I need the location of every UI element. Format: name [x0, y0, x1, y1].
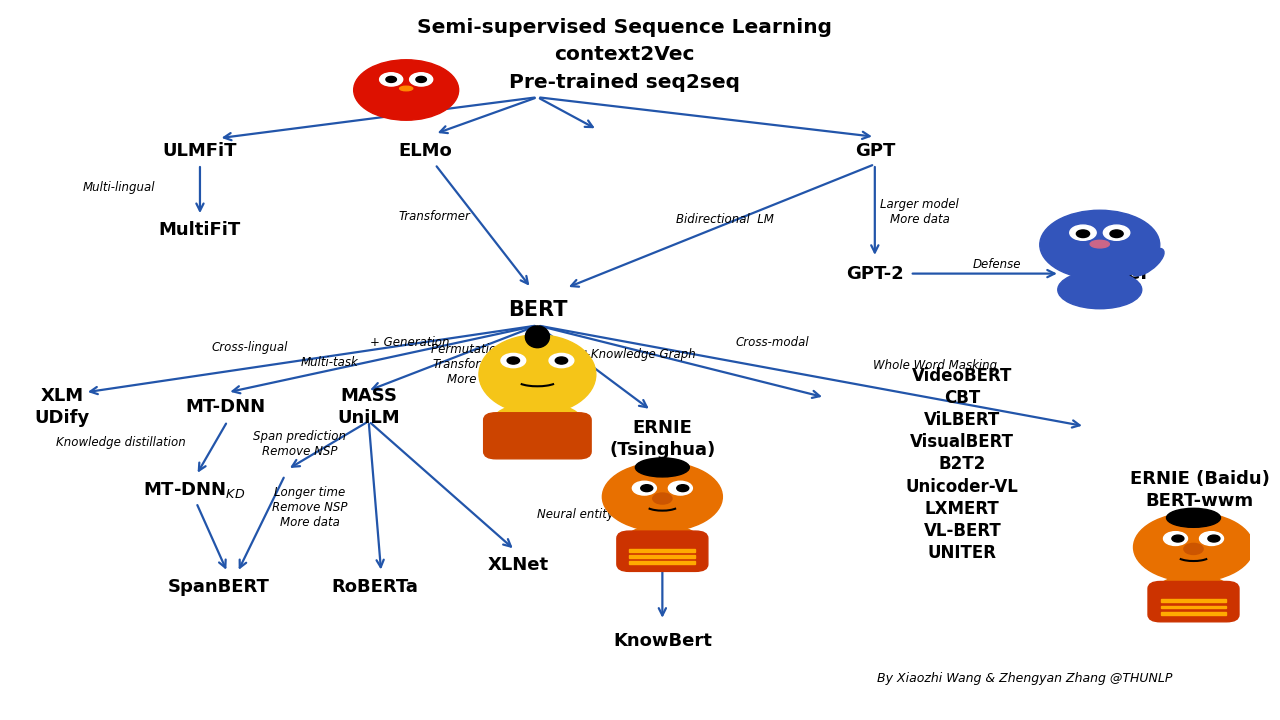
Ellipse shape	[1166, 508, 1221, 527]
Text: Neural entity linker: Neural entity linker	[536, 508, 650, 521]
Text: Permutation LM
Transformer-XL
More data: Permutation LM Transformer-XL More data	[431, 343, 524, 386]
Ellipse shape	[399, 86, 412, 91]
Text: GPT: GPT	[855, 143, 895, 161]
Ellipse shape	[1057, 271, 1142, 309]
Text: SpanBERT: SpanBERT	[168, 577, 270, 596]
Circle shape	[603, 462, 722, 531]
Circle shape	[1070, 225, 1096, 240]
Circle shape	[641, 485, 653, 492]
Text: VideoBERT
CBT
ViLBERT
VisualBERT
B2T2
Unicoder-VL
LXMERT
VL-BERT
UNITER: VideoBERT CBT ViLBERT VisualBERT B2T2 Un…	[906, 366, 1019, 562]
Text: ERNIE (Baidu)
BERT-wwm: ERNIE (Baidu) BERT-wwm	[1130, 469, 1270, 510]
Circle shape	[387, 76, 397, 83]
Text: Span prediction
Remove NSP: Span prediction Remove NSP	[253, 431, 347, 458]
Text: Transformer: Transformer	[399, 210, 471, 222]
Circle shape	[410, 73, 433, 86]
Circle shape	[1110, 230, 1123, 238]
Ellipse shape	[1132, 248, 1164, 276]
Bar	[1161, 599, 1226, 602]
Circle shape	[380, 73, 403, 86]
Text: Semi-supervised Sequence Learning: Semi-supervised Sequence Learning	[417, 18, 832, 37]
Text: XLNet: XLNet	[488, 556, 549, 575]
Text: MASS
UniLM: MASS UniLM	[338, 387, 399, 427]
Text: MT-DNN$_{KD}$: MT-DNN$_{KD}$	[142, 480, 244, 500]
Text: ULMFiT: ULMFiT	[163, 143, 237, 161]
Circle shape	[653, 493, 672, 504]
Text: ELMo: ELMo	[398, 143, 452, 161]
Text: MultiFiT: MultiFiT	[159, 222, 241, 239]
Circle shape	[1103, 225, 1130, 240]
FancyBboxPatch shape	[484, 413, 591, 459]
Text: RoBERTa: RoBERTa	[332, 577, 419, 596]
Circle shape	[1172, 535, 1184, 542]
Text: ERNIE
(Tsinghua): ERNIE (Tsinghua)	[609, 419, 716, 459]
Circle shape	[1076, 230, 1089, 238]
Text: Longer time
Remove NSP
More data: Longer time Remove NSP More data	[273, 486, 348, 529]
Text: Whole Word Masking: Whole Word Masking	[873, 359, 997, 372]
Bar	[1161, 612, 1226, 615]
FancyBboxPatch shape	[1148, 582, 1239, 622]
Circle shape	[1164, 531, 1188, 546]
Ellipse shape	[1091, 240, 1110, 248]
Circle shape	[556, 357, 567, 364]
Text: Larger model
More data: Larger model More data	[881, 199, 959, 226]
Ellipse shape	[635, 458, 690, 477]
Text: KnowBert: KnowBert	[613, 632, 712, 649]
Ellipse shape	[525, 326, 549, 348]
Circle shape	[500, 354, 526, 368]
Circle shape	[353, 60, 458, 120]
Text: MT-DNN: MT-DNN	[184, 398, 265, 416]
Text: Pre-trained seq2seq: Pre-trained seq2seq	[509, 73, 740, 91]
Text: GPT-2: GPT-2	[846, 265, 904, 283]
Text: Defense: Defense	[973, 258, 1021, 271]
Circle shape	[1184, 544, 1203, 554]
Ellipse shape	[489, 402, 585, 449]
Text: Multi-lingual: Multi-lingual	[82, 181, 155, 194]
Bar	[630, 555, 695, 558]
FancyBboxPatch shape	[617, 531, 708, 572]
Circle shape	[1134, 513, 1253, 582]
Ellipse shape	[623, 524, 701, 562]
Circle shape	[416, 76, 426, 83]
Bar	[1161, 606, 1226, 608]
Ellipse shape	[1155, 575, 1233, 613]
Circle shape	[1199, 531, 1224, 546]
Text: Multi-task: Multi-task	[301, 356, 358, 369]
Text: context2Vec: context2Vec	[554, 45, 695, 64]
Bar	[630, 549, 695, 552]
Circle shape	[632, 481, 657, 495]
Text: XLM
UDify: XLM UDify	[35, 387, 90, 427]
Text: Bidirectional  LM: Bidirectional LM	[676, 213, 774, 226]
Text: +Knowledge Graph: +Knowledge Graph	[581, 348, 696, 361]
Text: Cross-lingual: Cross-lingual	[211, 341, 288, 354]
Text: Cross-modal: Cross-modal	[736, 336, 809, 349]
Circle shape	[677, 485, 689, 492]
Circle shape	[1039, 210, 1160, 279]
Circle shape	[507, 357, 520, 364]
Circle shape	[1208, 535, 1220, 542]
Text: Knowledge distillation: Knowledge distillation	[56, 436, 186, 449]
Ellipse shape	[479, 335, 595, 414]
Bar	[630, 562, 695, 564]
Text: + Generation: + Generation	[370, 336, 449, 348]
Text: BERT: BERT	[508, 300, 567, 320]
Text: Grover: Grover	[1075, 264, 1149, 283]
Circle shape	[668, 481, 692, 495]
Circle shape	[549, 354, 573, 368]
Text: By Xiaozhi Wang & Zhengyan Zhang @THUNLP: By Xiaozhi Wang & Zhengyan Zhang @THUNLP	[877, 672, 1172, 685]
